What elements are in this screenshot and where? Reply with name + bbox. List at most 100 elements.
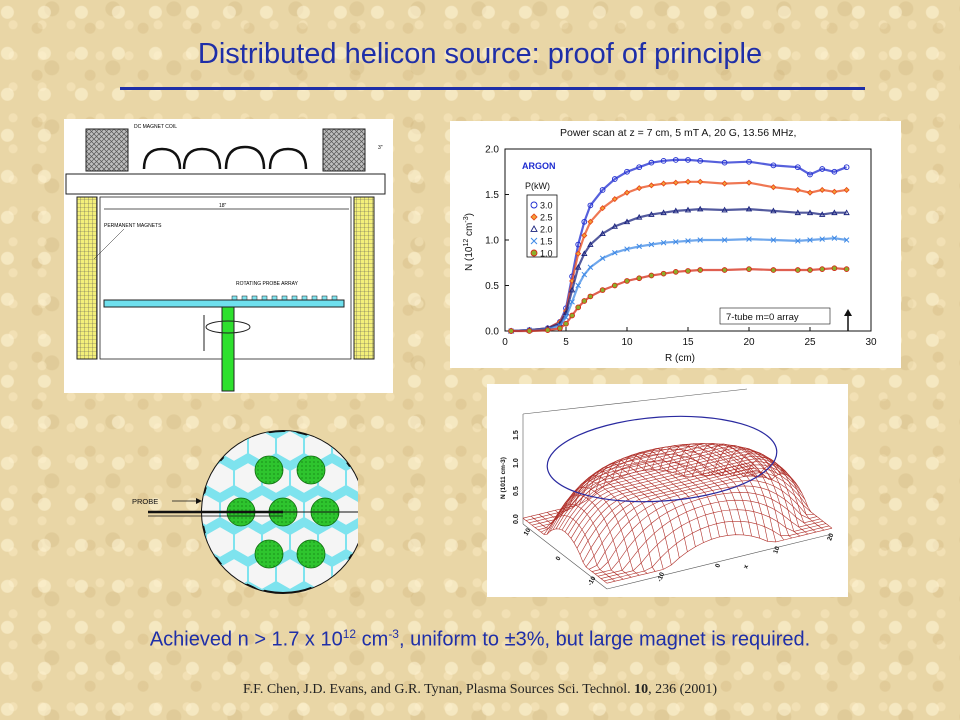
series-line — [511, 158, 847, 333]
data-point — [685, 157, 691, 163]
data-point — [587, 293, 594, 300]
z-tick: 0.5 — [513, 486, 520, 496]
label-dim-3: 3" — [378, 145, 383, 151]
data-point — [660, 270, 667, 277]
mesh-line — [591, 485, 818, 572]
mesh-line — [588, 480, 815, 570]
data-point — [599, 255, 606, 261]
legend-marker — [530, 237, 538, 245]
data-point — [745, 179, 753, 186]
annotation-box — [719, 307, 831, 325]
data-point — [697, 237, 703, 243]
data-point — [563, 320, 569, 327]
data-point — [636, 185, 643, 192]
data-point — [843, 237, 850, 243]
data-point — [697, 205, 704, 212]
mesh-line — [691, 443, 777, 542]
mesh-line — [534, 445, 761, 528]
data-point — [648, 272, 655, 279]
probe-array-bar — [103, 299, 345, 308]
data-point — [684, 178, 692, 185]
data-point — [746, 266, 752, 272]
data-point — [721, 180, 728, 187]
data-point — [587, 202, 594, 209]
data-point — [636, 213, 643, 220]
title-underline — [120, 87, 865, 90]
mesh-line — [576, 464, 803, 549]
data-point — [672, 157, 679, 163]
z-tick-labels: 0.0 0.5 1.0 1.5 — [513, 430, 520, 524]
data-point — [721, 267, 728, 273]
data-point — [648, 241, 655, 248]
y-tick-label: 1.0 — [485, 236, 499, 247]
mesh-line — [600, 509, 827, 579]
data-point — [648, 182, 655, 189]
mesh-line — [594, 491, 821, 575]
data-point — [636, 243, 642, 250]
y-tick-label: 0.5 — [485, 281, 499, 292]
data-point — [544, 327, 551, 333]
gas-label: ARGON — [522, 161, 556, 171]
y-tick-label: 0.0 — [485, 327, 499, 338]
probe-shaft — [221, 306, 235, 392]
mesh-line — [723, 451, 809, 535]
mesh-line — [635, 450, 720, 537]
data-point — [685, 238, 691, 244]
x-tick-label: 5 — [563, 337, 569, 348]
y-axis-label: x — [742, 564, 750, 570]
legend-label: 2.5 — [540, 213, 553, 223]
data-point — [660, 157, 667, 164]
mesh-line — [739, 464, 825, 531]
legend: P(kW) 3.0 2.5 2.0 1.5 1.0 — [525, 181, 558, 259]
data-point — [831, 209, 838, 216]
mesh-line — [573, 461, 800, 543]
data-point — [770, 267, 777, 273]
legend-box — [526, 194, 558, 258]
data-point — [636, 275, 643, 282]
series-1-0 — [508, 265, 850, 334]
data-point — [807, 171, 813, 178]
data-point — [557, 325, 563, 332]
data-point — [831, 265, 838, 272]
data-point — [623, 189, 631, 196]
data-point — [599, 187, 606, 193]
mesh-line — [643, 448, 728, 536]
data-point — [843, 186, 850, 193]
chart-annotation: 7-tube m=0 array — [726, 312, 799, 323]
data-point — [581, 298, 588, 304]
data-point — [563, 314, 569, 321]
legend-label: 1.5 — [540, 237, 553, 247]
data-point — [685, 268, 691, 274]
chart-title: Power scan at z = 7 cm, 5 mT A, 20 G, 13… — [560, 127, 796, 139]
mesh-line — [597, 499, 824, 577]
x-tick: -10 — [587, 575, 598, 587]
data-point — [819, 166, 826, 172]
z-axis-label: N (1011 cm-3) — [500, 457, 507, 499]
data-point — [599, 205, 606, 212]
label-probe: PROBE — [132, 497, 158, 506]
label-permanent-magnets: PERMANENT MAGNETS — [104, 223, 162, 229]
y-tick: 10 — [772, 545, 781, 555]
data-point — [770, 207, 777, 214]
data-point — [831, 235, 838, 241]
mesh-line — [564, 453, 791, 533]
data-point — [587, 264, 594, 271]
label-probe-array: ROTATING PROBE ARRAY — [236, 281, 299, 287]
data-point — [795, 238, 801, 244]
label-magnet-coil: DC MAGNET COIL — [134, 124, 177, 130]
tube-layout: PROBE — [128, 420, 365, 610]
helicon-tubes — [226, 455, 340, 569]
mesh-line — [606, 527, 833, 584]
data-point — [581, 232, 588, 239]
permanent-magnets-left — [76, 196, 98, 360]
data-point — [660, 209, 667, 216]
data-point — [581, 271, 588, 278]
data-point — [569, 299, 575, 305]
y-tick: 20 — [826, 532, 835, 542]
label-dim-18: 18" — [219, 203, 227, 209]
data-point — [843, 164, 850, 171]
data-point — [648, 159, 655, 166]
data-point — [575, 250, 582, 257]
y-tick-label: 1.5 — [485, 190, 499, 201]
legend-label: 3.0 — [540, 201, 553, 211]
